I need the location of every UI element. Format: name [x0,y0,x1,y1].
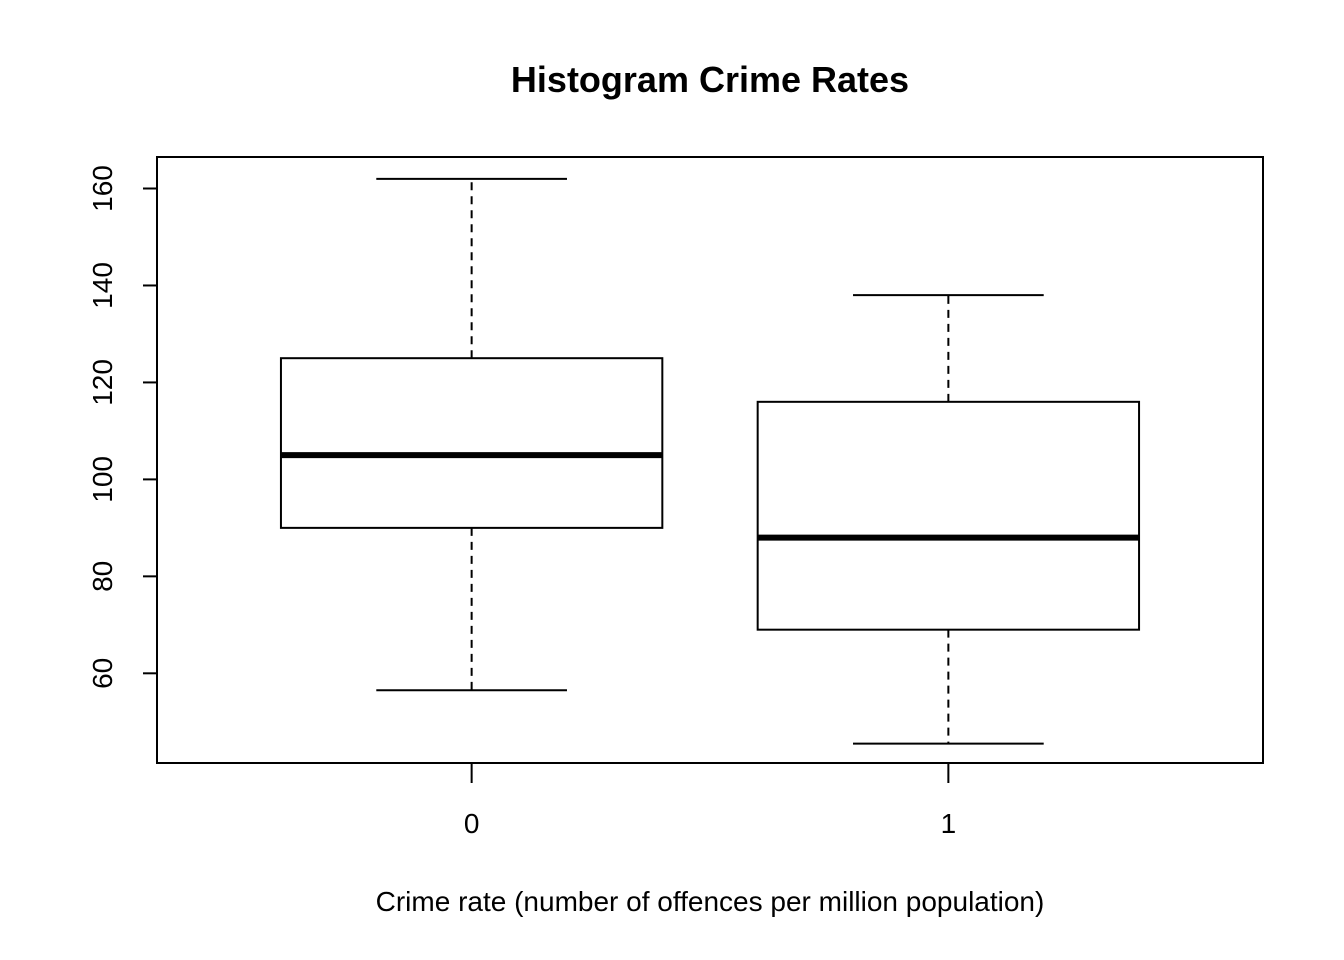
y-tick-label: 120 [87,359,118,406]
boxes [279,177,1141,745]
box-group-0 [279,177,664,692]
y-tick-label: 60 [87,658,118,689]
x-tick-label: 0 [464,808,480,839]
iqr-box [756,400,1141,631]
y-axis: 60 80 100 120 140 160 [87,165,158,689]
iqr-box [279,357,664,529]
y-tick-label: 140 [87,262,118,309]
x-axis-label: Crime rate (number of offences per milli… [376,886,1045,917]
box-group-1 [756,294,1141,745]
y-tick-label: 160 [87,165,118,212]
x-tick-label: 1 [941,808,957,839]
y-tick-label: 80 [87,561,118,592]
chart-title: Histogram Crime Rates [511,59,909,100]
plot-frame [156,156,1264,764]
y-tick-label: 100 [87,456,118,503]
